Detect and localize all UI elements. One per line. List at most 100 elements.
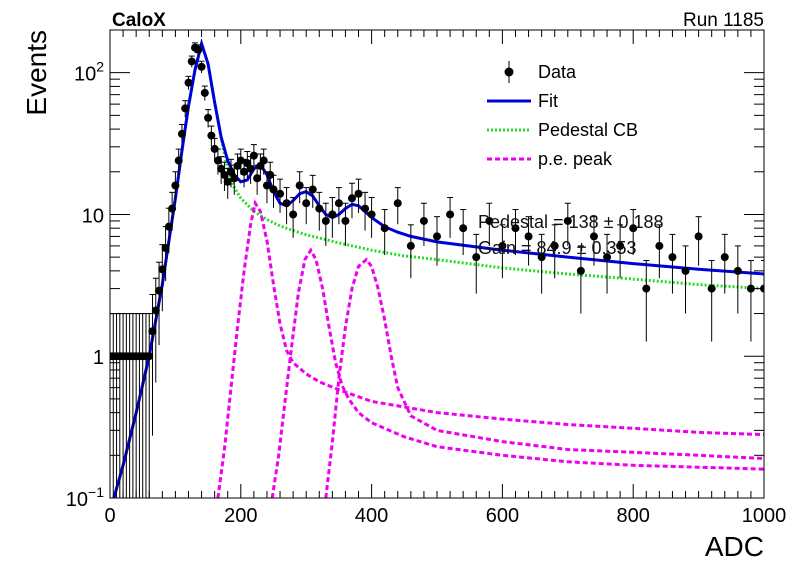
data-point — [171, 171, 180, 204]
legend-item-p-e-peak: p.e. peak — [487, 149, 613, 169]
x-tick-label: 600 — [486, 505, 519, 527]
data-marker — [223, 177, 232, 186]
data-marker — [694, 232, 703, 241]
data-marker — [433, 232, 441, 241]
data-marker — [295, 181, 304, 190]
x-tick-label: 0 — [104, 505, 115, 527]
data-marker — [393, 199, 402, 208]
data-point — [328, 197, 337, 238]
legend-label: Data — [538, 62, 577, 82]
data-point — [210, 137, 219, 162]
data-marker — [733, 266, 742, 275]
fit-param-gain: Gain = 84.9 ± 0.353 — [478, 238, 637, 258]
data-point — [217, 156, 226, 184]
data-marker — [642, 284, 651, 293]
data-point — [361, 191, 370, 231]
data-marker — [603, 253, 612, 262]
data-point — [200, 85, 209, 101]
data-point — [589, 216, 598, 266]
legend-item-data: Data — [504, 61, 577, 83]
data-marker — [616, 241, 625, 250]
data-marker — [321, 216, 330, 225]
curve-p-e-peak-3 — [324, 257, 764, 498]
fit-param-pedestal: Pedestal = 138 ± 0.188 — [478, 212, 664, 232]
data-marker — [253, 174, 262, 183]
data-point — [181, 100, 190, 118]
data-point — [485, 202, 494, 246]
data-marker — [341, 216, 350, 225]
data-point — [576, 245, 585, 314]
data-point — [746, 260, 755, 342]
x-tick-label: 200 — [224, 505, 257, 527]
data-marker — [158, 265, 167, 274]
data-marker — [589, 232, 598, 241]
y-axis-title: Events — [21, 30, 52, 116]
data-marker — [236, 156, 245, 165]
data-marker — [276, 189, 285, 198]
data-point — [289, 197, 298, 238]
data-point — [220, 161, 229, 191]
data-marker — [204, 113, 213, 122]
data-marker — [220, 170, 229, 179]
data-marker — [161, 243, 170, 252]
data-marker — [269, 185, 278, 194]
data-marker — [367, 210, 376, 219]
data-point — [266, 161, 275, 191]
data-point — [253, 164, 262, 195]
data-point — [446, 197, 455, 238]
data-point — [511, 209, 520, 256]
data-marker — [498, 241, 507, 250]
y-axis: 10−1 1 10 102 — [66, 29, 764, 511]
data-marker — [459, 224, 468, 233]
data-marker — [668, 253, 677, 262]
legend-label: Pedestal CB — [538, 120, 638, 140]
data-marker — [282, 199, 291, 208]
data-point — [433, 216, 441, 266]
data-marker — [148, 327, 157, 336]
data-marker — [308, 185, 317, 194]
y-tick-label: 102 — [74, 59, 104, 86]
data-marker — [537, 253, 546, 262]
y-tick-label: 10 — [82, 205, 104, 227]
data-point — [642, 260, 651, 342]
legend-item-pedestal-cb: Pedestal CB — [487, 120, 638, 140]
data-point — [321, 202, 330, 246]
data-point — [197, 60, 206, 73]
data-marker — [259, 156, 268, 165]
data-point — [155, 261, 164, 346]
data-point — [629, 209, 638, 256]
data-marker — [187, 57, 196, 66]
data-point — [315, 191, 324, 231]
data-point — [406, 224, 415, 279]
data-points — [110, 42, 764, 498]
data-marker — [354, 189, 363, 198]
data-marker — [145, 352, 154, 361]
data-marker — [446, 210, 455, 219]
data-point — [419, 202, 428, 246]
data-point — [177, 124, 186, 145]
run-label: Run 1185 — [683, 10, 764, 31]
data-point — [148, 294, 157, 436]
legend-marker — [504, 67, 514, 77]
data-marker — [155, 286, 164, 295]
data-marker — [347, 194, 356, 203]
data-point — [302, 187, 311, 225]
data-point — [603, 233, 612, 294]
data-marker — [230, 174, 239, 183]
data-marker — [246, 164, 255, 173]
data-marker — [334, 199, 343, 208]
data-marker — [240, 167, 249, 176]
data-marker — [419, 216, 428, 225]
data-marker — [681, 266, 690, 275]
data-point — [681, 245, 690, 314]
curve-p-e-peak-2 — [270, 247, 764, 498]
data-marker — [197, 62, 206, 71]
data-point — [187, 55, 196, 68]
data-marker — [380, 224, 389, 233]
data-point — [341, 202, 350, 246]
data-marker — [655, 241, 664, 250]
data-marker — [177, 129, 186, 138]
data-point — [282, 187, 291, 225]
legend-item-fit: Fit — [487, 91, 558, 111]
